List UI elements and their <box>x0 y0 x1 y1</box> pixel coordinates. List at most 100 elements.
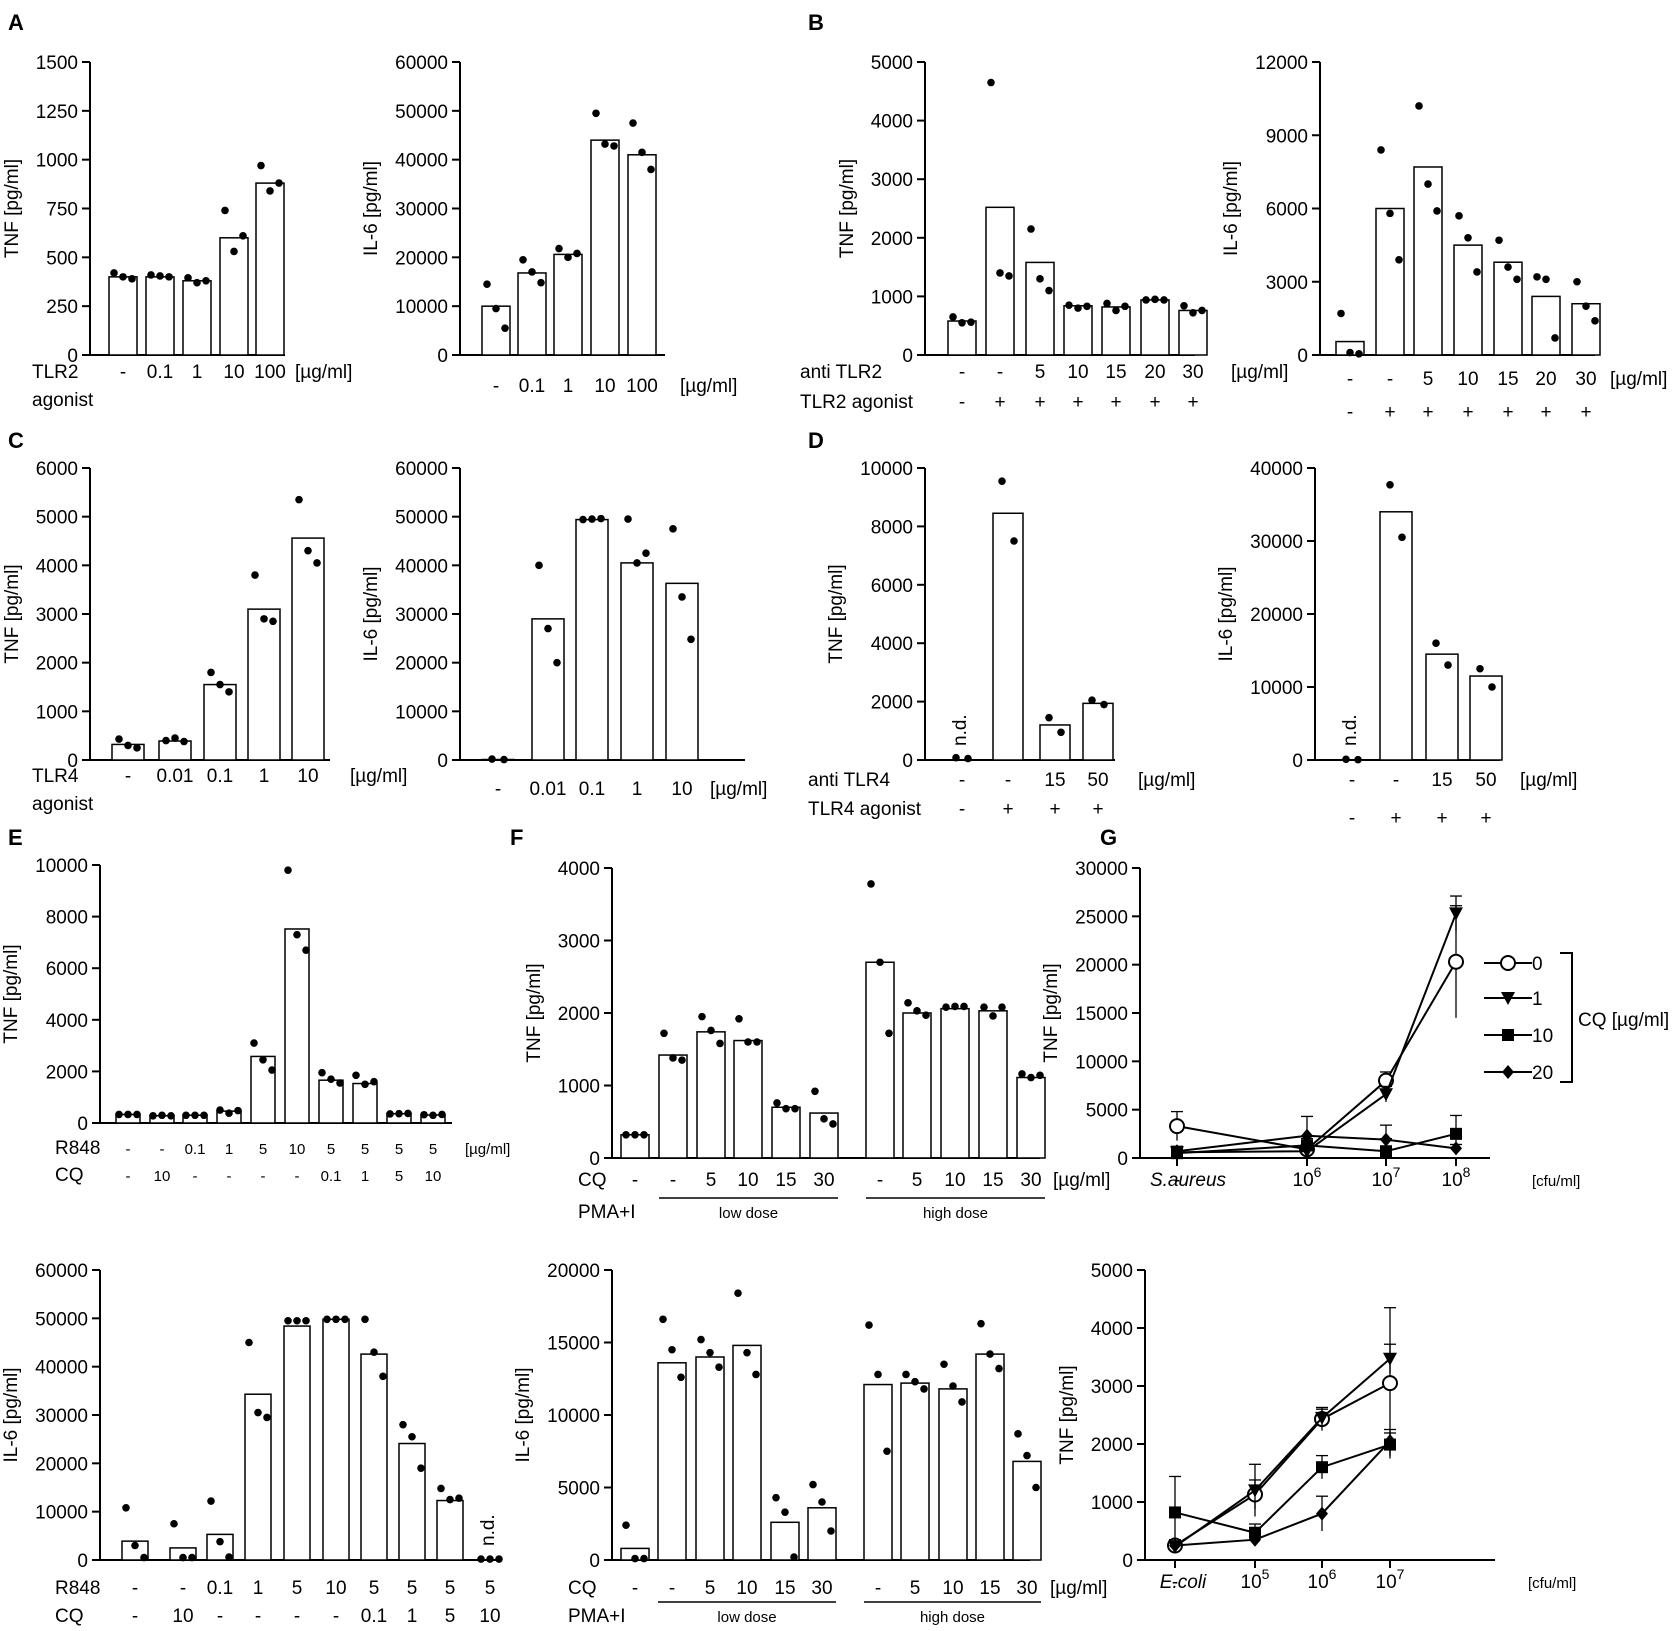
data-point <box>149 1111 157 1120</box>
row-cell: 1 <box>259 766 270 787</box>
y-tick-label: 60000 <box>395 459 448 480</box>
data-point <box>744 1038 752 1046</box>
data-point <box>352 1071 360 1080</box>
row-cell: - <box>294 1606 300 1627</box>
data-point <box>110 269 118 277</box>
row-cell: 30 <box>811 1578 832 1599</box>
y-tick-label: 250 <box>46 297 78 318</box>
y-tick-label: 6000 <box>36 459 78 480</box>
data-point <box>191 1111 199 1120</box>
data-point <box>622 1131 630 1139</box>
data-point <box>827 1527 835 1535</box>
row-cell: 10 <box>325 1578 346 1599</box>
panel-letter: B <box>808 10 824 35</box>
row-cell: - <box>1387 369 1393 390</box>
row-cell: - <box>632 1578 638 1599</box>
row-cell: 0.01 <box>157 766 194 787</box>
row-label: PMA+I <box>568 1606 626 1627</box>
row-cell: 1 <box>225 1141 233 1158</box>
row-cell: + <box>1149 392 1160 413</box>
data-point <box>221 206 229 215</box>
chart-F1: 0 1000 2000 3000 4000 TNF [pg/ml] F CQ - - 5 10 15 30… <box>510 825 1110 1223</box>
data-point <box>395 1109 403 1118</box>
bar <box>938 1388 968 1561</box>
data-point <box>293 930 301 939</box>
data-point <box>998 1003 1006 1011</box>
data-point <box>266 187 274 195</box>
data-point <box>119 273 127 281</box>
y-tick-label: 2000 <box>558 1004 600 1025</box>
panel-letter: G <box>1100 825 1117 850</box>
bar <box>203 683 237 761</box>
data-point <box>1112 306 1120 315</box>
y-tick-label: 9000 <box>1266 126 1308 147</box>
row-cell: 1 <box>407 1606 418 1627</box>
row-cell: 1 <box>192 362 203 383</box>
data-point <box>437 1484 445 1493</box>
data-point <box>420 1110 428 1119</box>
row-cell: 5 <box>445 1606 456 1627</box>
annotation: n.d. <box>478 1514 499 1546</box>
bar <box>732 1344 762 1561</box>
data-point <box>579 515 587 524</box>
unit-label: [cfu/ml] <box>1528 1575 1576 1592</box>
row-cell: 15 <box>1105 362 1126 383</box>
data-point <box>1189 309 1197 317</box>
data-point <box>911 1377 919 1386</box>
data-point <box>772 1493 780 1502</box>
row-cell: - <box>120 362 126 383</box>
data-point <box>483 280 491 288</box>
chart-F2: 0 5000 10000 15000 20000 IL-6 [pg/ml] CQ - - 5 10 1… <box>513 1261 1107 1627</box>
y-axis-label: TNF [pg/ml] <box>1057 1365 1078 1464</box>
y-tick-label: 4000 <box>871 112 913 133</box>
y-tick-label: 1000 <box>36 702 78 723</box>
data-point <box>1495 236 1503 245</box>
bar <box>531 618 565 761</box>
data-point <box>781 1508 789 1516</box>
row-cell: - <box>959 392 965 413</box>
data-point <box>995 1364 1003 1373</box>
y-tick-label: 40000 <box>35 1358 88 1379</box>
data-point <box>171 734 179 742</box>
data-point <box>687 635 695 644</box>
data-point <box>361 1315 369 1324</box>
y-tick-label: 3000 <box>871 170 913 191</box>
panel-letter: F <box>510 825 523 850</box>
data-point <box>913 1007 921 1015</box>
data-point <box>180 737 188 746</box>
row-cell: 10 <box>736 1578 757 1599</box>
data-point <box>697 1335 705 1344</box>
unit-label: [µg/ml] <box>710 779 767 800</box>
row-cell: 5 <box>395 1168 403 1185</box>
data-point <box>417 1464 425 1472</box>
row-label: CQ <box>55 1165 84 1186</box>
data-point <box>1476 664 1484 673</box>
data-point <box>318 1068 326 1077</box>
row-cell: 1 <box>632 779 643 800</box>
row-cell: 5 <box>327 1141 335 1158</box>
bar <box>1531 295 1561 356</box>
data-point <box>167 1111 175 1120</box>
row-cell: - <box>632 1170 638 1191</box>
data-point <box>642 549 650 557</box>
row-cell: - <box>1347 402 1353 423</box>
y-tick-label: 30000 <box>1250 532 1303 553</box>
y-tick-label: 0 <box>1122 1551 1133 1572</box>
y-tick-label: 1000 <box>871 287 913 308</box>
data-point <box>225 1553 233 1561</box>
row-cell: - <box>997 362 1003 383</box>
unit-label: [µg/ml] <box>680 376 737 397</box>
row-label: R848 <box>55 1578 100 1599</box>
y-tick-label: 5000 <box>1091 1261 1133 1282</box>
data-point <box>133 1110 141 1119</box>
y-tick-label: 40000 <box>395 151 448 172</box>
data-point <box>942 1003 950 1011</box>
row-label: TLR4 agonist <box>808 799 922 820</box>
data-point <box>245 1338 253 1347</box>
data-point <box>874 1370 882 1379</box>
y-tick-label: 10000 <box>860 459 913 480</box>
chart-B2: 0 3000 6000 9000 12000 IL-6 [pg/ml] - - 5 10 15 20 3… <box>1221 53 1667 423</box>
bar <box>1453 244 1483 356</box>
data-point <box>313 559 321 567</box>
data-point <box>207 668 215 677</box>
